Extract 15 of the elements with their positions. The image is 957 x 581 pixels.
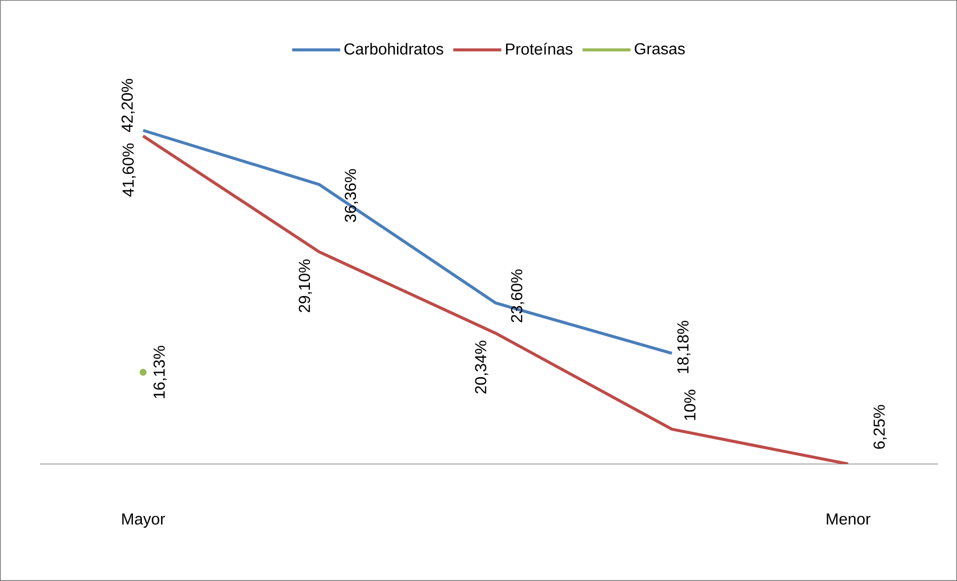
data-label: 18,18% [677,320,690,374]
x-tick-label: Mayor [122,513,165,528]
data-label: 41,60% [122,143,136,197]
data-label: 23,60% [511,270,524,322]
data-label: 42,20% [122,78,135,132]
data-label: 29,10% [298,259,312,312]
data-label: 6,25% [874,404,887,449]
data-label: 20,34% [475,340,488,394]
legend-label: Grasas [634,43,685,54]
data-label: 16,13% [154,346,167,398]
x-tick-label: Menor [826,513,870,525]
data-label: 36,36% [344,169,358,222]
data-label: 10% [684,390,696,420]
legend-label: Carbohidratos [344,42,444,55]
legend-label: Proteínas [506,42,572,55]
